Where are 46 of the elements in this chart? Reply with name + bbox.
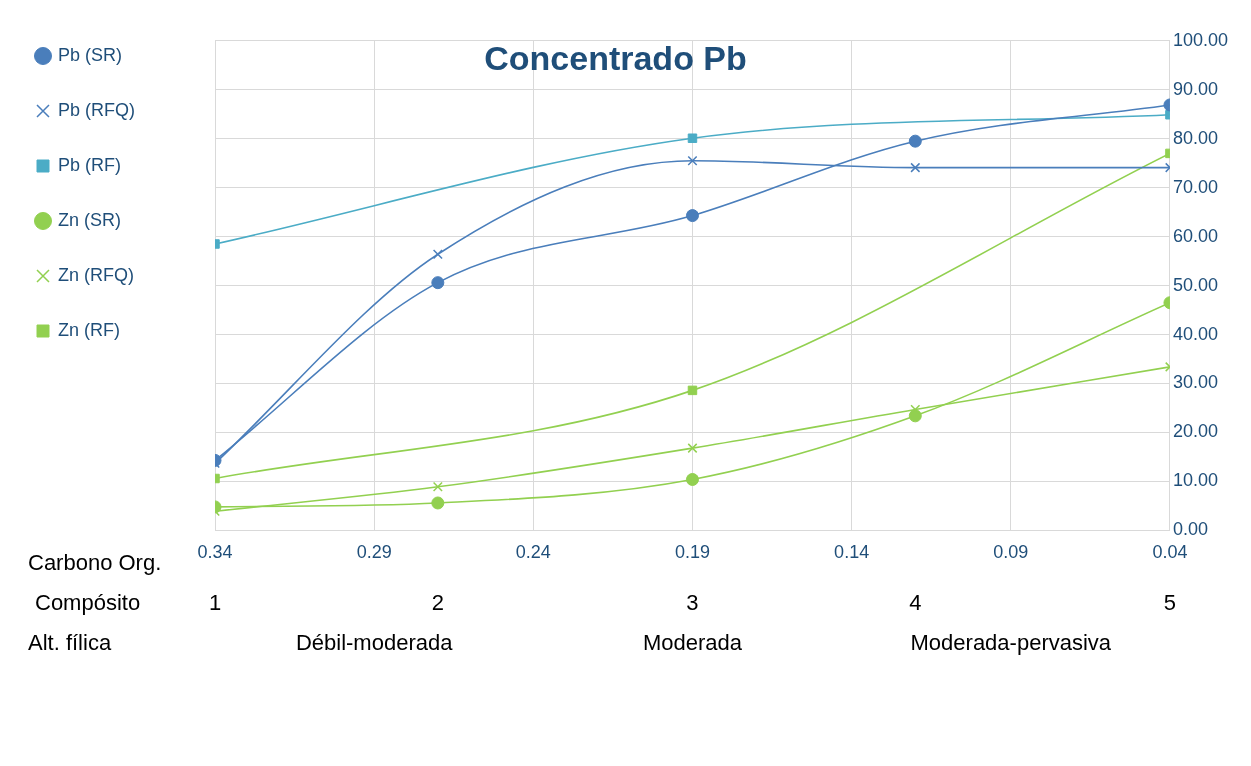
- legend-label: Zn (RF): [58, 319, 120, 340]
- point: [685, 209, 699, 223]
- legend-label: Zn (SR): [58, 209, 121, 230]
- text: Compósito: [35, 590, 141, 616]
- point: [432, 249, 443, 260]
- y2-tick-label: 50.00: [1172, 274, 1218, 295]
- x-axis-title: Carbono Org.: [28, 550, 162, 576]
- y2-tick-label: 0.00: [1172, 519, 1208, 540]
- text: Moderada: [642, 630, 743, 656]
- point: [431, 276, 445, 290]
- x-tick-label: 0.24: [515, 542, 551, 563]
- y2-tick-label: 80.00: [1172, 127, 1218, 148]
- legend-label: Pb (RFQ): [58, 99, 136, 120]
- text: 5: [1163, 590, 1177, 616]
- y2-tick-label: 70.00: [1172, 176, 1218, 197]
- text: Débil-moderada: [295, 630, 454, 656]
- y2-tick-label: 60.00: [1172, 225, 1218, 246]
- y2-tick-label: 100.00: [1172, 29, 1229, 50]
- point: [687, 155, 698, 166]
- x-tick-label: 0.09: [993, 542, 1029, 563]
- text: 4: [909, 590, 922, 616]
- y2-tick-label: 40.00: [1172, 323, 1218, 344]
- legend-label: Pb (RF): [58, 154, 121, 175]
- text: Moderada-pervasiva: [910, 630, 1112, 656]
- text: 1: [208, 590, 222, 616]
- point: [432, 481, 443, 492]
- point: [910, 162, 921, 173]
- text: 2: [431, 590, 444, 616]
- point: [431, 496, 445, 510]
- x-tick-label: 0.19: [674, 542, 710, 563]
- legend-label: Pb (SR): [58, 44, 123, 65]
- x-tick-label: 0.14: [834, 542, 870, 563]
- y2-tick-label: 90.00: [1172, 78, 1218, 99]
- x-tick-label: 0.29: [356, 542, 392, 563]
- y2-tick-label: 30.00: [1172, 372, 1218, 393]
- y2-tick-label: 10.00: [1172, 470, 1218, 491]
- text: Alt. fílica: [28, 630, 112, 656]
- point: [685, 472, 699, 486]
- y2-tick-label: 20.00: [1172, 421, 1218, 442]
- point: [687, 443, 698, 454]
- text: 3: [686, 590, 699, 616]
- point: [908, 134, 922, 148]
- x-tick-label: 0.34: [197, 542, 233, 563]
- legend-label: Zn (RFQ): [58, 264, 134, 285]
- chart-title: Concentrado Pb: [484, 38, 747, 77]
- x-tick-label: 0.04: [1152, 542, 1188, 563]
